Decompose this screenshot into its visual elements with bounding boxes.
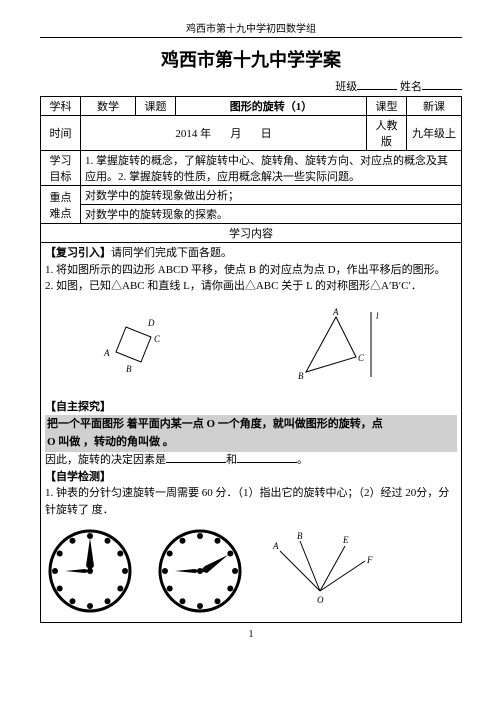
table-row: 学习目标 1. 掌握旋转的概念，了解旋转中心、旋转角、旋转方向、对应点的概念及其…: [41, 151, 462, 186]
header-text: 鸡西市第十九中学初四数学组: [40, 20, 462, 35]
explore-section: 【自主探究】 把一个平面图形 着平面内某一点 O 一个角度，就叫做图形的旋转，点…: [41, 397, 461, 521]
cell: 对数学中的旋转现象的探索。: [81, 205, 462, 224]
svg-text:F: F: [366, 555, 373, 565]
q1: 1. 将如图所示的四边形 ABCD 平移，使点 B 的对应点为点 D，作出平移后…: [45, 264, 446, 276]
blank: [166, 462, 226, 463]
info-table: 学科 数学 课题 图形的旋转（1） 课型 新课 时间 2014 年 月 日 人教…: [40, 96, 462, 224]
clock-q: 1. 钟表的分针匀速旋转一周需要 60 分．（1）指出它的旋转中心；（2）经过 …: [45, 487, 449, 516]
class-name-line: 班级 姓名: [40, 78, 462, 94]
name-blank: [422, 89, 462, 90]
angle-figure: A B E F O: [265, 531, 375, 611]
page-number: 1: [40, 629, 462, 640]
svg-text:C: C: [154, 334, 161, 344]
cell: 图形的旋转（1）: [176, 97, 367, 116]
table-row: 重点难点 对数学中的旋转现象做出分析；: [41, 186, 462, 205]
svg-text:l: l: [376, 311, 379, 321]
cell: 1. 掌握旋转的概念，了解旋转中心、旋转角、旋转方向、对应点的概念及其应用。2.…: [81, 151, 462, 186]
cell: 人教版: [367, 116, 407, 151]
svg-text:B: B: [297, 531, 303, 541]
clock-2: [155, 526, 245, 616]
selftest-label: 【自学检测】: [45, 471, 111, 483]
cell: 时间: [41, 116, 81, 151]
svg-text:E: E: [342, 535, 349, 545]
page: 鸡西市第十九中学初四数学组 鸡西市第十九中学学案 班级 姓名 学科 数学 课题 …: [0, 0, 502, 650]
svg-text:A: A: [332, 307, 339, 317]
cell: 2014 年 月 日: [81, 116, 367, 151]
class-label: 班级: [335, 78, 357, 94]
intro-text: 请同学们完成下面各题。: [111, 247, 232, 259]
cell: 重点难点: [41, 186, 81, 224]
blank: [237, 462, 297, 463]
study-content-header: 学习内容: [41, 224, 461, 243]
cell: 学科: [41, 97, 81, 116]
svg-text:A: A: [103, 348, 110, 358]
class-blank: [357, 89, 397, 90]
figures-row: D C A B A C B l: [41, 297, 461, 397]
content-section: 学习内容 【复习引入】请同学们完成下面各题。 1. 将如图所示的四边形 ABCD…: [40, 224, 462, 623]
cell: 数学: [81, 97, 136, 116]
svg-text:C: C: [358, 353, 365, 363]
therefore: 因此，旋转的决定因素是: [45, 454, 166, 466]
cell: 课题: [136, 97, 176, 116]
header-rule: [40, 37, 462, 38]
svg-text:A: A: [272, 541, 279, 551]
table-row: 学科 数学 课题 图形的旋转（1） 课型 新课: [41, 97, 462, 116]
svg-text:O: O: [317, 595, 324, 605]
doc-title: 鸡西市第十九中学学案: [40, 46, 462, 72]
clocks-row: A B E F O: [41, 520, 461, 622]
cell: 学习目标: [41, 151, 81, 186]
table-row: 时间 2014 年 月 日 人教版 九年级上: [41, 116, 462, 151]
svg-text:D: D: [147, 318, 155, 328]
name-label: 姓名: [400, 78, 422, 94]
triangle-line-figure: A C B l: [286, 307, 406, 387]
svg-text:B: B: [298, 371, 304, 381]
cell: 九年级上: [407, 116, 462, 151]
intro-label: 【复习引入】: [45, 247, 111, 259]
svg-text:B: B: [126, 364, 132, 374]
cell: 课型: [367, 97, 407, 116]
highlight-box: 把一个平面图形 着平面内某一点 O 一个角度，就叫做图形的旋转，点 O 叫做 ，…: [45, 415, 457, 452]
cell: 新课: [407, 97, 462, 116]
cell: 对数学中的旋转现象做出分析；: [81, 186, 462, 205]
body: 【复习引入】请同学们完成下面各题。 1. 将如图所示的四边形 ABCD 平移，使…: [41, 243, 461, 297]
quad-figure: D C A B: [96, 312, 176, 382]
explore-label: 【自主探究】: [45, 401, 111, 413]
q2: 2. 如图，已知△ABC 和直线 L，请你画出△ABC 关于 L 的对称图形△A…: [45, 280, 422, 292]
table-row: 对数学中的旋转现象的探索。: [41, 205, 462, 224]
clock-1: [45, 526, 135, 616]
